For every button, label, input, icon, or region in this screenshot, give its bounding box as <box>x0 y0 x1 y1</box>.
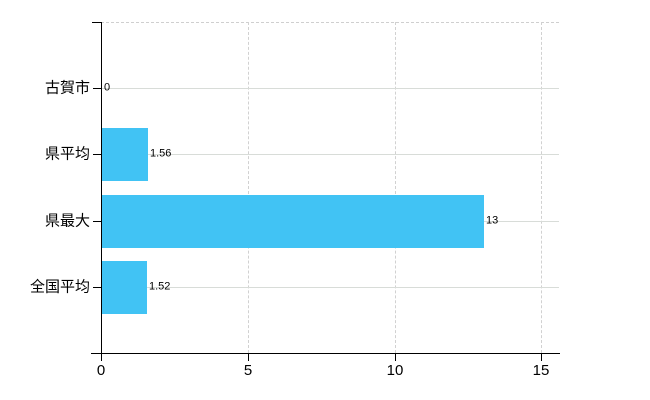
x-gridline <box>248 22 249 353</box>
bar <box>102 195 484 248</box>
y-axis-line <box>101 22 102 360</box>
bar <box>102 128 148 181</box>
x-axis-tick <box>395 354 396 361</box>
y-axis-tick <box>93 287 101 288</box>
x-axis-tick-label: 10 <box>386 362 404 379</box>
category-label: 県平均 <box>44 145 90 163</box>
x-axis-tick <box>541 354 542 361</box>
category-label: 全国平均 <box>29 278 90 296</box>
plot-area: 0 5 10 15 古賀市 0 県平均 1.56 県最大 13 全国平均 1.52 <box>30 22 559 378</box>
y-axis-tick <box>93 221 101 222</box>
bar-value-label: 0 <box>104 81 111 94</box>
x-axis-tick-label: 15 <box>532 362 550 379</box>
y-axis-top-tick <box>92 22 101 23</box>
bar-value-label: 13 <box>486 214 499 227</box>
plot-top-border <box>101 22 559 23</box>
x-axis-tick <box>248 354 249 361</box>
y-gridline <box>101 154 559 155</box>
y-gridline <box>101 287 559 288</box>
bar-value-label: 1.52 <box>149 280 171 293</box>
y-axis-tick <box>93 88 101 89</box>
x-axis-line <box>91 353 560 354</box>
y-axis-tick <box>93 154 101 155</box>
x-gridline <box>395 22 396 353</box>
x-axis-tick-label: 5 <box>243 362 253 379</box>
x-gridline <box>541 22 542 353</box>
category-label: 古賀市 <box>44 79 90 97</box>
y-gridline <box>101 88 559 89</box>
category-label: 県最大 <box>44 212 90 230</box>
x-axis-tick-label: 0 <box>96 362 106 379</box>
bar <box>102 261 147 314</box>
bar-value-label: 1.56 <box>150 147 172 160</box>
